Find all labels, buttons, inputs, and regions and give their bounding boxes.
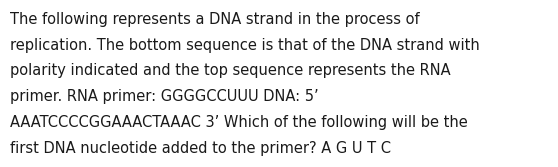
- Text: polarity indicated and the top sequence represents the RNA: polarity indicated and the top sequence …: [10, 63, 451, 78]
- Text: AAATCCCCGGAAACTAAAC 3’ Which of the following will be the: AAATCCCCGGAAACTAAAC 3’ Which of the foll…: [10, 115, 468, 130]
- Text: first DNA nucleotide added to the primer? A G U T C: first DNA nucleotide added to the primer…: [10, 141, 391, 156]
- Text: primer. RNA primer: GGGGCCUUU DNA: 5’: primer. RNA primer: GGGGCCUUU DNA: 5’: [10, 89, 319, 104]
- Text: The following represents a DNA strand in the process of: The following represents a DNA strand in…: [10, 12, 420, 27]
- Text: replication. The bottom sequence is that of the DNA strand with: replication. The bottom sequence is that…: [10, 38, 480, 53]
